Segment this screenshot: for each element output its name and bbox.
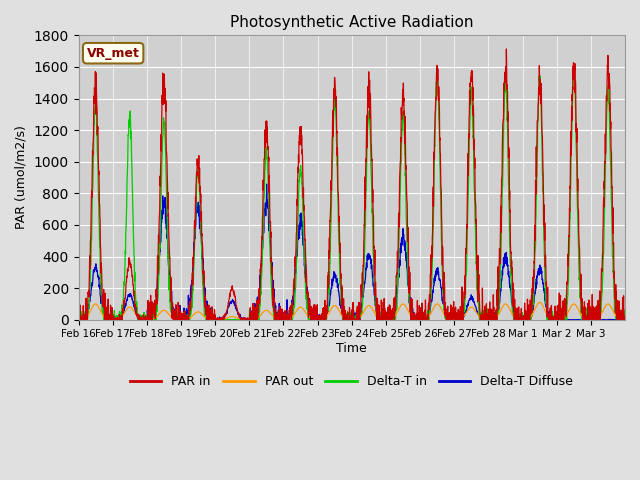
Delta-T in: [570, 68, 577, 73]
PAR out: [536, 300, 543, 305]
PAR out: [548, 316, 556, 322]
Delta-T Diffuse: [614, 317, 621, 323]
Delta-T Diffuse: [516, 317, 524, 323]
Line: PAR out: PAR out: [79, 302, 625, 320]
Title: Photosynthetic Active Radiation: Photosynthetic Active Radiation: [230, 15, 474, 30]
Line: Delta-T Diffuse: Delta-T Diffuse: [79, 184, 625, 320]
Delta-T Diffuse: [548, 316, 556, 322]
Delta-T in: [547, 317, 555, 323]
Delta-T in: [621, 315, 629, 321]
PAR out: [516, 317, 524, 323]
Delta-T in: [75, 317, 83, 323]
PAR out: [621, 317, 629, 323]
Delta-T Diffuse: [75, 316, 83, 322]
Legend: PAR in, PAR out, Delta-T in, Delta-T Diffuse: PAR in, PAR out, Delta-T in, Delta-T Dif…: [125, 370, 579, 393]
Text: VR_met: VR_met: [87, 47, 140, 60]
Delta-T in: [129, 228, 137, 234]
Delta-T Diffuse: [75, 317, 83, 323]
PAR in: [548, 302, 556, 308]
Line: PAR in: PAR in: [79, 49, 625, 320]
PAR out: [385, 317, 392, 323]
X-axis label: Time: Time: [337, 342, 367, 355]
PAR in: [385, 313, 392, 319]
PAR in: [75, 312, 83, 318]
Delta-T in: [248, 316, 255, 322]
Delta-T in: [614, 312, 621, 318]
PAR in: [75, 317, 83, 323]
Delta-T in: [385, 316, 392, 322]
PAR out: [211, 317, 219, 323]
Delta-T in: [516, 312, 524, 317]
Delta-T Diffuse: [248, 317, 255, 323]
Delta-T Diffuse: [263, 181, 271, 187]
PAR in: [502, 46, 510, 52]
PAR in: [614, 298, 621, 303]
Line: Delta-T in: Delta-T in: [79, 71, 625, 320]
Delta-T in: [75, 316, 83, 322]
PAR out: [129, 307, 137, 313]
PAR in: [516, 312, 524, 317]
PAR out: [75, 317, 83, 323]
Delta-T Diffuse: [385, 317, 393, 323]
PAR out: [248, 317, 255, 323]
PAR out: [614, 315, 621, 321]
PAR in: [129, 283, 137, 288]
Delta-T Diffuse: [129, 300, 137, 306]
PAR in: [621, 317, 629, 323]
Delta-T Diffuse: [621, 317, 629, 323]
Y-axis label: PAR (umol/m2/s): PAR (umol/m2/s): [15, 126, 28, 229]
PAR in: [248, 317, 255, 323]
